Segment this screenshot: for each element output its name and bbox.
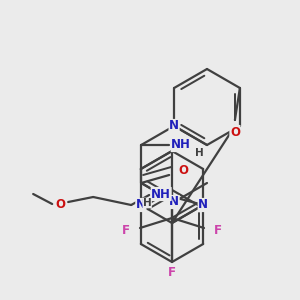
- Text: O: O: [55, 197, 65, 211]
- Text: O: O: [178, 164, 188, 178]
- Text: N: N: [136, 199, 146, 212]
- Text: F: F: [122, 224, 130, 236]
- Text: F: F: [214, 224, 222, 236]
- Text: NH: NH: [171, 139, 191, 152]
- Text: N: N: [169, 196, 179, 208]
- Text: NH: NH: [151, 188, 171, 200]
- Text: H: H: [143, 198, 152, 208]
- Text: O: O: [230, 125, 240, 139]
- Text: N: N: [198, 199, 208, 212]
- Text: N: N: [169, 119, 179, 133]
- Text: F: F: [168, 266, 176, 278]
- Text: H: H: [195, 148, 204, 158]
